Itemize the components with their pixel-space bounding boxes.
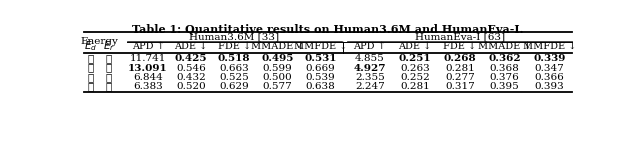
Text: Energy: Energy — [81, 37, 118, 46]
Text: 0.599: 0.599 — [262, 64, 292, 73]
Text: ✗: ✗ — [88, 73, 94, 82]
Text: 0.251: 0.251 — [399, 54, 431, 63]
Text: MMADE ↓: MMADE ↓ — [251, 42, 304, 51]
Text: 0.518: 0.518 — [218, 54, 250, 63]
Text: 0.347: 0.347 — [535, 64, 564, 73]
Text: ✓: ✓ — [106, 54, 112, 63]
Text: 6.844: 6.844 — [133, 73, 163, 82]
Text: 4.855: 4.855 — [355, 54, 385, 63]
Text: 6.383: 6.383 — [133, 82, 163, 91]
Text: ✗: ✗ — [106, 64, 112, 73]
Text: 0.281: 0.281 — [445, 64, 475, 73]
Text: APD ↑: APD ↑ — [353, 42, 386, 51]
Text: ADE ↓: ADE ↓ — [175, 42, 208, 51]
Text: 0.362: 0.362 — [488, 54, 521, 63]
Text: 0.252: 0.252 — [400, 73, 429, 82]
Text: ✓: ✓ — [106, 73, 112, 82]
Text: 0.663: 0.663 — [220, 64, 249, 73]
Text: MMFDE ↓: MMFDE ↓ — [523, 42, 577, 51]
Text: $E_d$: $E_d$ — [84, 40, 97, 53]
Text: $E_r$: $E_r$ — [102, 40, 115, 53]
Text: ✓: ✓ — [88, 54, 94, 63]
Text: 13.091: 13.091 — [128, 64, 168, 73]
Text: MMFDE ↓: MMFDE ↓ — [294, 42, 347, 51]
Text: 0.317: 0.317 — [445, 82, 475, 91]
Text: 0.277: 0.277 — [445, 73, 475, 82]
Text: 0.500: 0.500 — [262, 73, 292, 82]
Text: 0.546: 0.546 — [176, 64, 206, 73]
Text: MMADE ↓: MMADE ↓ — [478, 42, 531, 51]
Text: APD ↑: APD ↑ — [132, 42, 164, 51]
Text: 0.376: 0.376 — [490, 73, 520, 82]
Text: 0.531: 0.531 — [304, 54, 337, 63]
Text: ADE ↓: ADE ↓ — [398, 42, 431, 51]
Text: ✓: ✓ — [88, 64, 94, 73]
Text: FDE ↓: FDE ↓ — [443, 42, 476, 51]
Text: 0.395: 0.395 — [490, 82, 520, 91]
Text: 0.368: 0.368 — [490, 64, 520, 73]
Text: Human3.6M [33]: Human3.6M [33] — [189, 32, 279, 41]
Text: 11.741: 11.741 — [130, 54, 166, 63]
Text: 0.263: 0.263 — [400, 64, 429, 73]
Text: ✗: ✗ — [106, 82, 112, 91]
Text: 0.268: 0.268 — [444, 54, 476, 63]
Text: 0.577: 0.577 — [262, 82, 292, 91]
Text: 2.247: 2.247 — [355, 82, 385, 91]
Text: 0.393: 0.393 — [535, 82, 564, 91]
Text: 0.432: 0.432 — [176, 73, 206, 82]
Text: 0.525: 0.525 — [220, 73, 249, 82]
Text: 0.281: 0.281 — [400, 82, 429, 91]
Text: Table 1: Quantitative results on Human3.6M and HumanEva-I.: Table 1: Quantitative results on Human3.… — [132, 24, 524, 35]
Text: 0.669: 0.669 — [305, 64, 335, 73]
Text: 0.425: 0.425 — [175, 54, 207, 63]
Text: FDE ↓: FDE ↓ — [218, 42, 251, 51]
Text: 0.638: 0.638 — [305, 82, 335, 91]
Text: 0.629: 0.629 — [220, 82, 249, 91]
Text: 4.927: 4.927 — [354, 64, 386, 73]
Text: 0.366: 0.366 — [535, 73, 564, 82]
Text: 0.495: 0.495 — [261, 54, 294, 63]
Text: ✗: ✗ — [88, 82, 94, 91]
Text: 2.355: 2.355 — [355, 73, 385, 82]
Text: HumanEva-I [63]: HumanEva-I [63] — [415, 32, 505, 41]
Text: 0.520: 0.520 — [176, 82, 206, 91]
Text: 0.539: 0.539 — [305, 73, 335, 82]
Text: 0.339: 0.339 — [534, 54, 566, 63]
